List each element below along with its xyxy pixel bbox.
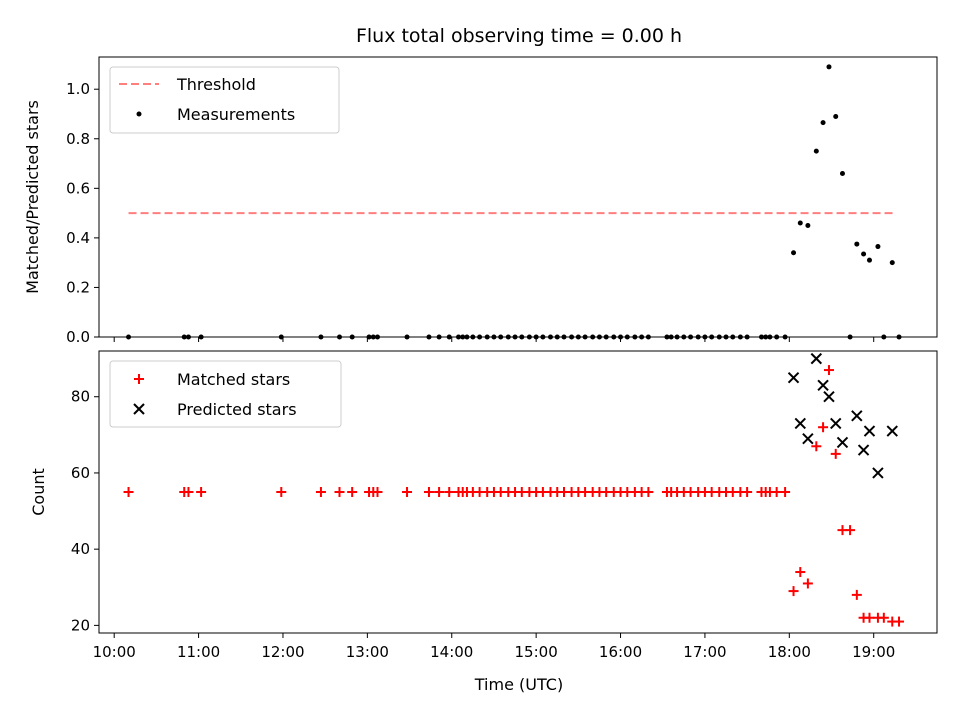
matched-star-point [444, 487, 455, 497]
x-tick-label: 16:00 [599, 643, 642, 661]
predicted-star-point [863, 425, 876, 437]
matched-star-point [818, 422, 829, 433]
measurement-point [854, 241, 860, 247]
y-tick-label: 0.8 [66, 130, 90, 148]
matched-star-point [845, 525, 856, 536]
y-tick-label: 0.6 [66, 179, 90, 197]
matched-star-point [423, 487, 434, 497]
matched-star-point [183, 487, 194, 497]
legend-threshold-label: Threshold [176, 75, 256, 94]
y-tick-label: 60 [71, 464, 90, 482]
predicted-star-point [794, 417, 806, 430]
matched-star-point [823, 365, 834, 376]
matched-star-point [742, 487, 753, 497]
ratio-panel-legend: Threshold Measurements [109, 66, 340, 134]
count-panel-frame [98, 350, 938, 634]
chart-title: Flux total observing time = 0.00 h [356, 25, 682, 47]
predicted-star-point [857, 444, 870, 456]
predicted-star-point [802, 432, 814, 445]
legend-measurements-swatch [136, 111, 142, 117]
matched-star-point [643, 487, 654, 497]
legend-matched-label: Matched stars [177, 370, 290, 389]
matched-star-point [864, 612, 875, 623]
matched-star-point [434, 487, 445, 497]
legend-matched-swatch [134, 374, 144, 384]
y-tick-label: 0.4 [66, 229, 90, 247]
x-tick-label: 13:00 [346, 643, 389, 661]
measurement-point [833, 113, 839, 119]
matched-star-point [402, 487, 413, 497]
matched-star-point [802, 578, 813, 589]
x-tick-label: 18:00 [768, 643, 811, 661]
y-tick-label: 1.0 [66, 80, 90, 98]
matched-star-point [771, 487, 782, 497]
measurement-point [861, 251, 867, 257]
count-panel-ylabel: Count [29, 468, 48, 516]
x-tick-label: 19:00 [852, 643, 895, 661]
predicted-star-point [886, 425, 898, 437]
predicted-star-point [836, 436, 849, 449]
ratio-panel-ylabel: Matched/Predicted stars [23, 100, 42, 294]
count-panel-legend: Matched stars Predicted stars [109, 360, 342, 428]
predicted-star-point [817, 379, 829, 392]
x-axis-label: Time (UTC) [474, 675, 563, 694]
matched-star-point [347, 487, 358, 497]
ratio-panel: 0.0 0.2 0.4 0.6 0.8 1.0 Matched/Predicted sta… [23, 56, 938, 346]
matched-star-point [830, 448, 841, 459]
y-tick-label: 40 [71, 540, 90, 558]
x-tick-label: 11:00 [177, 643, 220, 661]
matched-star-point [315, 487, 326, 497]
matched-star-point [795, 567, 806, 578]
y-tick-label: 80 [71, 388, 90, 406]
x-tick-label: 10:00 [93, 643, 136, 661]
measurement-point [875, 244, 881, 250]
legend-box [109, 66, 340, 134]
y-tick-label: 20 [71, 616, 90, 634]
legend-predicted-swatch [133, 403, 145, 415]
matched-star-point [276, 487, 287, 497]
measurement-point [839, 170, 845, 176]
y-tick-label: 0.0 [66, 328, 90, 346]
measurement-point [889, 260, 895, 266]
predicted-star-point [823, 391, 835, 403]
measurement-point [826, 64, 832, 70]
predicted-star-point [787, 371, 800, 384]
matched-star-point [851, 589, 862, 600]
measurement-point [805, 222, 811, 228]
matched-star-point [123, 487, 134, 497]
matched-star-point [334, 487, 345, 497]
legend-predicted-label: Predicted stars [177, 400, 297, 419]
x-tick-label: 15:00 [515, 643, 558, 661]
legend-box [109, 360, 342, 428]
measurement-point [797, 220, 803, 226]
ratio-panel-frame [98, 56, 938, 338]
predicted-star-point [872, 467, 884, 479]
matched-star-point [372, 487, 383, 497]
x-tick-label: 17:00 [683, 643, 726, 661]
predicted-star-point [851, 410, 863, 422]
count-panel: 20 40 60 80 10:00 11:00 12:00 13:00 14:00 15:00 1… [29, 350, 938, 661]
measurement-point [791, 250, 797, 256]
measurement-point [813, 148, 819, 154]
x-tick-label: 14:00 [430, 643, 473, 661]
matched-star-point [788, 586, 799, 597]
matched-star-point [780, 487, 791, 497]
matched-star-point [894, 616, 905, 627]
predicted-star-point [810, 352, 823, 365]
x-tick-label: 12:00 [261, 643, 304, 661]
matched-star-point [811, 441, 822, 452]
predicted-star-point [830, 417, 842, 430]
y-tick-label: 0.2 [66, 278, 90, 296]
measurement-point [820, 120, 826, 126]
measurement-point [866, 257, 872, 263]
matched-star-point [196, 487, 207, 497]
legend-measurements-label: Measurements [177, 105, 295, 124]
matched-star-point [878, 612, 889, 623]
